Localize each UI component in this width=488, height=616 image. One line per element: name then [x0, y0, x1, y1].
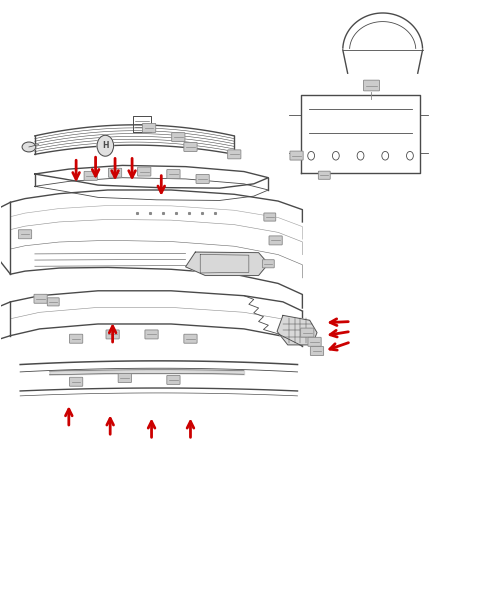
FancyBboxPatch shape	[34, 294, 47, 303]
FancyBboxPatch shape	[167, 375, 180, 384]
Text: H: H	[102, 141, 108, 150]
FancyBboxPatch shape	[47, 298, 59, 306]
Circle shape	[97, 136, 114, 156]
FancyBboxPatch shape	[269, 236, 282, 245]
FancyBboxPatch shape	[167, 169, 180, 179]
Polygon shape	[277, 315, 317, 345]
FancyBboxPatch shape	[138, 167, 151, 176]
Polygon shape	[185, 252, 268, 275]
FancyBboxPatch shape	[118, 373, 131, 383]
FancyBboxPatch shape	[145, 330, 158, 339]
FancyBboxPatch shape	[364, 80, 380, 91]
FancyBboxPatch shape	[69, 377, 83, 386]
FancyBboxPatch shape	[301, 328, 314, 337]
FancyBboxPatch shape	[19, 230, 32, 239]
FancyBboxPatch shape	[184, 142, 197, 152]
Ellipse shape	[22, 142, 36, 152]
FancyBboxPatch shape	[310, 347, 324, 355]
FancyBboxPatch shape	[227, 150, 241, 159]
FancyBboxPatch shape	[196, 174, 209, 184]
FancyBboxPatch shape	[318, 171, 330, 179]
FancyBboxPatch shape	[142, 123, 156, 132]
FancyBboxPatch shape	[290, 151, 303, 160]
FancyBboxPatch shape	[84, 171, 97, 180]
FancyBboxPatch shape	[106, 330, 119, 339]
FancyBboxPatch shape	[108, 168, 122, 177]
FancyBboxPatch shape	[308, 338, 321, 346]
FancyBboxPatch shape	[264, 213, 276, 221]
FancyBboxPatch shape	[263, 260, 274, 268]
FancyBboxPatch shape	[172, 132, 185, 142]
FancyBboxPatch shape	[184, 334, 197, 343]
FancyBboxPatch shape	[69, 334, 83, 343]
